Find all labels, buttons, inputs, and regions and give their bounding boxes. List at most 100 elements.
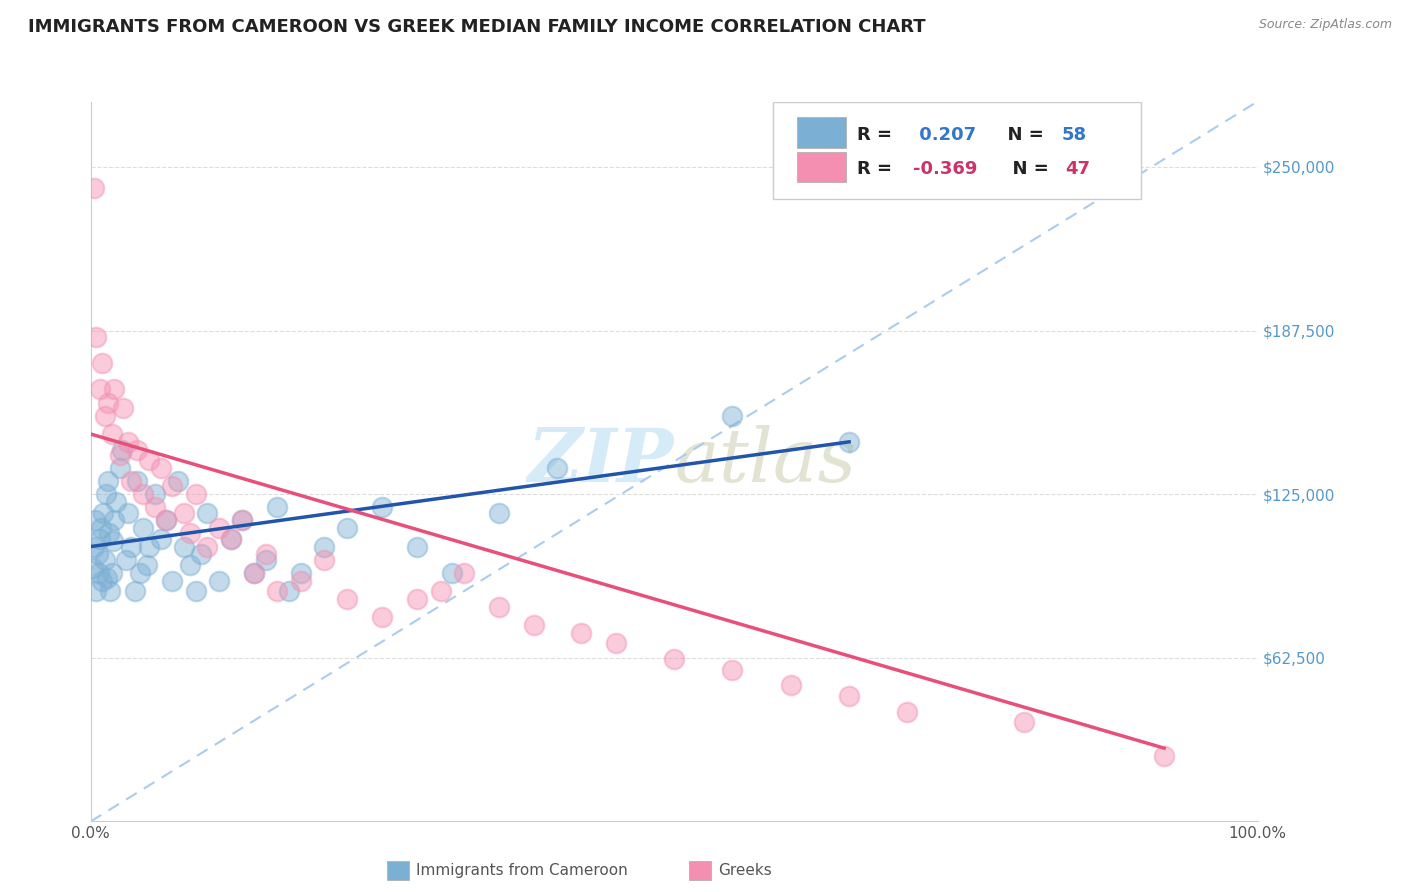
Point	[127, 442, 149, 457]
Point	[138, 453, 160, 467]
Point	[219, 532, 242, 546]
Point	[605, 636, 627, 650]
Point	[336, 591, 359, 606]
Point	[96, 571, 118, 585]
Text: R =: R =	[858, 126, 898, 144]
Point	[120, 474, 142, 488]
Text: N =: N =	[995, 126, 1050, 144]
Point	[896, 705, 918, 719]
Point	[266, 500, 288, 515]
Text: Greeks: Greeks	[718, 863, 772, 878]
Point	[254, 548, 277, 562]
Point	[82, 560, 104, 574]
Text: IMMIGRANTS FROM CAMEROON VS GREEK MEDIAN FAMILY INCOME CORRELATION CHART: IMMIGRANTS FROM CAMEROON VS GREEK MEDIAN…	[28, 18, 925, 36]
Point	[86, 330, 108, 344]
Point	[173, 540, 195, 554]
Text: atlas: atlas	[673, 425, 856, 498]
Point	[86, 584, 108, 599]
Point	[254, 552, 277, 566]
FancyBboxPatch shape	[797, 118, 845, 147]
Point	[101, 534, 124, 549]
Point	[179, 526, 201, 541]
Point	[94, 487, 117, 501]
Text: N =: N =	[1000, 161, 1054, 178]
Text: Immigrants from Cameroon: Immigrants from Cameroon	[416, 863, 628, 878]
Point	[429, 584, 451, 599]
Point	[243, 566, 266, 580]
Point	[838, 434, 860, 449]
Point	[278, 584, 301, 599]
Point	[98, 526, 121, 541]
Point	[231, 513, 253, 527]
Point	[143, 500, 166, 515]
Point	[83, 181, 105, 195]
Point	[290, 574, 312, 588]
Point	[87, 566, 110, 580]
Point	[124, 584, 146, 599]
Point	[312, 552, 335, 566]
Point	[83, 540, 105, 554]
Point	[93, 552, 115, 566]
Point	[114, 552, 136, 566]
Point	[290, 566, 312, 580]
Text: R =: R =	[858, 161, 898, 178]
Point	[132, 487, 155, 501]
Point	[155, 513, 177, 527]
Point	[143, 487, 166, 501]
Point	[149, 461, 172, 475]
Point	[184, 584, 207, 599]
Point	[117, 506, 139, 520]
Text: ZIP: ZIP	[527, 425, 673, 498]
FancyBboxPatch shape	[773, 102, 1140, 199]
Point	[371, 610, 394, 624]
Point	[105, 495, 128, 509]
Point	[312, 540, 335, 554]
Point	[208, 521, 231, 535]
Point	[779, 678, 801, 692]
Text: Source: ZipAtlas.com: Source: ZipAtlas.com	[1258, 18, 1392, 31]
Point	[441, 566, 464, 580]
Point	[266, 584, 288, 599]
Point	[89, 532, 111, 546]
Point	[100, 584, 122, 599]
Text: -0.369: -0.369	[914, 161, 977, 178]
Point	[546, 461, 568, 475]
Point	[208, 574, 231, 588]
Point	[167, 474, 190, 488]
Point	[90, 521, 112, 535]
Point	[219, 532, 242, 546]
Point	[108, 461, 131, 475]
Point	[149, 532, 172, 546]
Point	[97, 395, 120, 409]
Point	[155, 513, 177, 527]
Point	[91, 574, 114, 588]
Point	[371, 500, 394, 515]
Point	[721, 409, 744, 423]
Point	[195, 540, 218, 554]
Point	[569, 626, 592, 640]
Point	[162, 574, 184, 588]
Point	[243, 566, 266, 580]
Point	[406, 591, 429, 606]
Point	[97, 474, 120, 488]
Point	[103, 383, 125, 397]
FancyBboxPatch shape	[797, 152, 845, 182]
Point	[86, 548, 108, 562]
Point	[138, 540, 160, 554]
Point	[406, 540, 429, 554]
Point	[838, 689, 860, 703]
Point	[128, 566, 150, 580]
Point	[488, 599, 510, 614]
Point	[173, 506, 195, 520]
Point	[120, 540, 142, 554]
Point	[111, 442, 134, 457]
Point	[162, 479, 184, 493]
Point	[453, 566, 475, 580]
Point	[103, 513, 125, 527]
Point	[488, 506, 510, 520]
Point	[132, 521, 155, 535]
Point	[195, 506, 218, 520]
Point	[100, 566, 122, 580]
Point	[93, 506, 115, 520]
Point	[231, 513, 253, 527]
